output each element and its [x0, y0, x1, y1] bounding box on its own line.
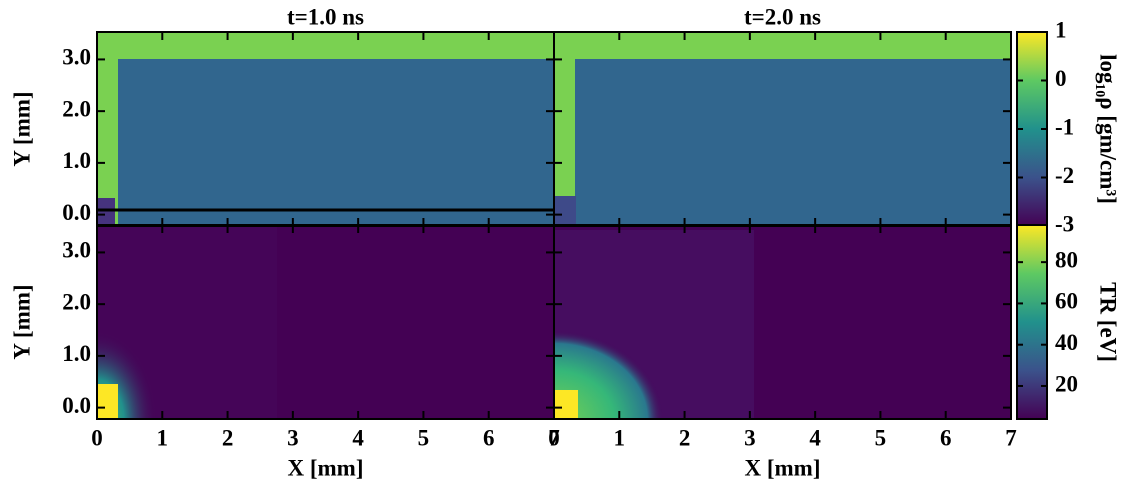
colorbar-tick-label: 40: [1055, 330, 1078, 355]
panel-border: [553, 224, 1012, 420]
colorbar-tick-label: 0: [1055, 66, 1067, 91]
x-tick-label: 5: [875, 425, 887, 450]
x-tick-label: 4: [352, 425, 364, 450]
y-tick-label: 0.0: [62, 393, 91, 418]
x-tick-label: 2: [679, 425, 691, 450]
panel-title: t=1.0 ns: [287, 4, 364, 29]
x-axis-label: X [mm]: [745, 455, 821, 480]
y-tick-label: 3.0: [62, 45, 91, 70]
colorbar-tick-label: 80: [1055, 247, 1078, 272]
y-tick-label: 0.0: [62, 200, 91, 225]
x-tick-label: 4: [809, 425, 821, 450]
temperature-field: [554, 225, 1012, 420]
temperature-field: [97, 225, 554, 420]
x-tick-label: 6: [940, 425, 952, 450]
y-axis-label: Y [mm]: [9, 91, 34, 166]
x-tick-label: 3: [744, 425, 756, 450]
density-field: [97, 32, 554, 225]
x-tick-label: 1: [614, 425, 626, 450]
y-tick-label: 3.0: [62, 238, 91, 263]
x-tick-label: 7: [548, 425, 560, 450]
colorbar-tick-label: -3: [1055, 211, 1074, 236]
y-tick-label: 2.0: [62, 96, 91, 121]
x-tick-label: 1: [157, 425, 169, 450]
x-tick-label: 0: [91, 425, 103, 450]
colorbar-tick-label: -1: [1055, 114, 1074, 139]
density-field: [554, 32, 1012, 225]
x-tick-label: 0: [548, 425, 560, 450]
colorbar-tick-label: 1: [1055, 17, 1067, 42]
x-axis-label: X [mm]: [288, 455, 364, 480]
colorbar-tick-label: 20: [1055, 371, 1078, 396]
colorbar: [1016, 224, 1048, 420]
x-tick-label: 6: [483, 425, 495, 450]
x-tick-label: 3: [287, 425, 299, 450]
x-tick-label: 2: [222, 425, 234, 450]
y-tick-label: 1.0: [62, 341, 91, 366]
x-tick-label: 7: [1005, 425, 1017, 450]
colorbar-label: TR [eV]: [1096, 282, 1121, 362]
y-tick-label: 2.0: [62, 289, 91, 314]
x-tick-label: 5: [418, 425, 430, 450]
colorbar-tick-label: 60: [1055, 289, 1078, 314]
y-tick-label: 1.0: [62, 148, 91, 173]
colorbar-label: log₁₀ρ [gm/cm³]: [1096, 54, 1121, 204]
colorbar-tick-label: -2: [1055, 163, 1074, 188]
panel-title: t=2.0 ns: [744, 4, 821, 29]
y-axis-label: Y [mm]: [9, 284, 34, 359]
